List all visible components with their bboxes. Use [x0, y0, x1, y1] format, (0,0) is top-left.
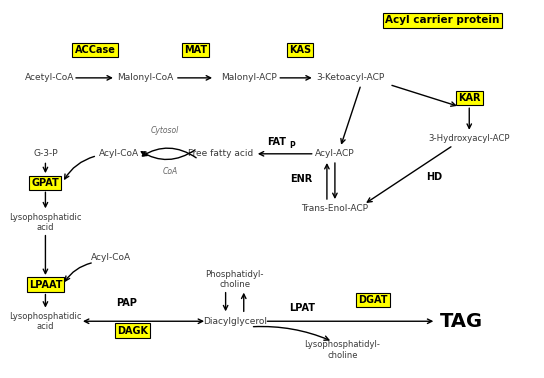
Text: Lysophosphatidyl-
choline: Lysophosphatidyl- choline [305, 341, 380, 360]
Text: Acyl-CoA: Acyl-CoA [99, 149, 139, 158]
Text: Trans-Enol-ACP: Trans-Enol-ACP [301, 204, 368, 213]
Text: LPAAT: LPAAT [29, 280, 62, 290]
Text: Acyl-CoA: Acyl-CoA [91, 253, 131, 262]
Text: G-3-P: G-3-P [33, 149, 58, 158]
Text: Lysophosphatidic
acid: Lysophosphatidic acid [9, 311, 82, 331]
Text: Acyl-ACP: Acyl-ACP [315, 149, 355, 158]
Text: MAT: MAT [184, 45, 207, 55]
Text: Malonyl-CoA: Malonyl-CoA [117, 73, 173, 82]
Text: ACCase: ACCase [75, 45, 115, 55]
Text: HD: HD [426, 172, 443, 182]
Text: CoA: CoA [163, 167, 178, 176]
Text: 3-Ketoacyl-ACP: 3-Ketoacyl-ACP [317, 73, 385, 82]
Text: ENR: ENR [290, 174, 312, 184]
Text: PAP: PAP [116, 298, 138, 308]
Text: Diacylglycerol: Diacylglycerol [203, 317, 267, 326]
Text: Acetyl-CoA: Acetyl-CoA [24, 73, 74, 82]
Text: 3-Hydroxyacyl-ACP: 3-Hydroxyacyl-ACP [429, 135, 510, 144]
Text: Free fatty acid: Free fatty acid [188, 149, 253, 158]
Text: Phosphatidyl-
choline: Phosphatidyl- choline [206, 270, 264, 290]
Text: TAG: TAG [440, 312, 483, 331]
Text: KAR: KAR [458, 93, 480, 103]
Text: FAT: FAT [267, 136, 286, 147]
Text: Cytosol: Cytosol [150, 126, 178, 135]
Text: DAGK: DAGK [117, 325, 148, 336]
Text: LPAT: LPAT [289, 303, 315, 313]
Text: P: P [289, 141, 295, 150]
Text: Acyl carrier protein: Acyl carrier protein [385, 15, 500, 25]
Text: DGAT: DGAT [358, 295, 388, 305]
Text: KAS: KAS [289, 45, 311, 55]
Text: GPAT: GPAT [32, 178, 59, 188]
Text: Malonyl-ACP: Malonyl-ACP [221, 73, 276, 82]
Text: Lysophosphatidic
acid: Lysophosphatidic acid [9, 213, 82, 232]
